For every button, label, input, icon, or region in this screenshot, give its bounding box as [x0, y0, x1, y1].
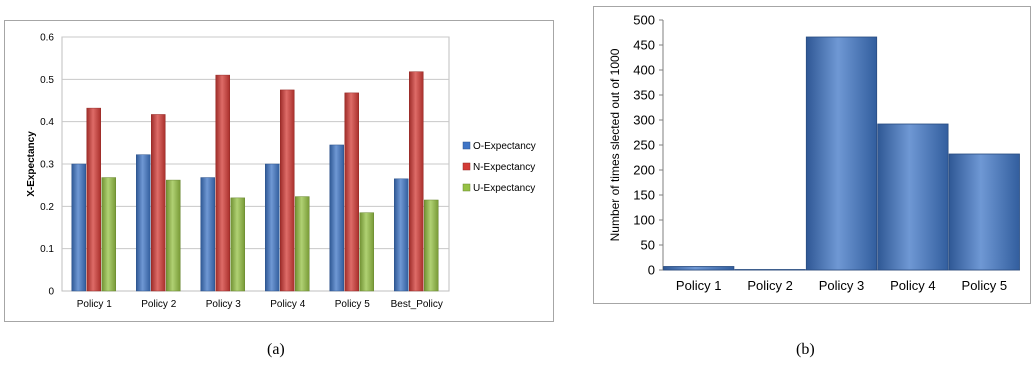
- bar-n-expectancy: [344, 92, 359, 292]
- bar: [877, 123, 949, 271]
- y-tick-label: 0.3: [40, 160, 54, 171]
- caption-a: (a): [267, 341, 285, 358]
- bar-u-expectancy: [230, 197, 245, 292]
- x-tick-label: Policy 2: [141, 299, 176, 310]
- bar: [948, 153, 1020, 271]
- y-tick-label: 0.5: [40, 75, 54, 86]
- bar-o-expectancy: [329, 144, 344, 292]
- x-tick-label: Policy 5: [962, 278, 1008, 293]
- bar-n-expectancy: [280, 89, 295, 292]
- x-tick-label: Policy 3: [206, 299, 241, 310]
- x-tick-label: Policy 1: [77, 299, 112, 310]
- bar-o-expectancy: [265, 163, 280, 292]
- legend-label: O-Expectancy: [473, 141, 536, 152]
- legend-swatch: [462, 183, 471, 192]
- y-tick-label: 50: [641, 238, 655, 253]
- y-tick-label: 0.4: [40, 117, 54, 128]
- bar-u-expectancy: [295, 196, 310, 292]
- x-tick-label: Policy 1: [676, 278, 722, 293]
- bar-o-expectancy: [136, 154, 151, 292]
- x-tick-label: Policy 4: [270, 299, 305, 310]
- legend-swatch: [462, 141, 471, 150]
- bar: [734, 269, 806, 271]
- y-tick-label: 0.2: [40, 202, 54, 213]
- bar-u-expectancy: [101, 177, 116, 292]
- x-tick-label: Policy 5: [335, 299, 370, 310]
- x-tick-label: Policy 3: [819, 278, 865, 293]
- bar-u-expectancy: [424, 199, 439, 292]
- chart-a: 0 0.1 0.2 0.3 0.4 0.5 0.6 X-Expectancy Policy 1 P…: [26, 33, 536, 311]
- chart-b-panel: 0 50 100 150 200 250 300 350 400 450 500 Number of …: [593, 6, 1031, 304]
- y-tick-label: 350: [633, 88, 655, 103]
- bar: [663, 266, 735, 271]
- x-tick-label: Best_Policy: [391, 299, 443, 310]
- y-axis-label: Number of times slected out of 1000: [608, 48, 622, 241]
- caption-b: (b): [796, 341, 815, 358]
- bar-n-expectancy: [151, 114, 166, 292]
- y-tick-label: 200: [633, 163, 655, 178]
- y-tick-label: 250: [633, 138, 655, 153]
- y-tick-label: 0: [48, 287, 54, 298]
- y-tick-label: 450: [633, 38, 655, 53]
- y-tick-label: 300: [633, 113, 655, 128]
- bar-o-expectancy: [71, 163, 86, 292]
- bar: [805, 36, 878, 271]
- bar-n-expectancy: [215, 74, 230, 292]
- x-tick-label: Policy 4: [890, 278, 936, 293]
- y-axis-label: X-Expectancy: [26, 131, 37, 197]
- y-tick-label: 0.6: [40, 33, 54, 44]
- chart-a-panel: 0 0.1 0.2 0.3 0.4 0.5 0.6 X-Expectancy Policy 1 P…: [4, 20, 554, 322]
- legend-swatch: [462, 162, 471, 171]
- legend-label: U-Expectancy: [473, 183, 535, 194]
- bar-n-expectancy: [409, 71, 424, 292]
- bar-u-expectancy: [166, 179, 181, 292]
- bar-n-expectancy: [86, 107, 101, 292]
- y-tick-label: 0.1: [40, 244, 54, 255]
- legend-label: N-Expectancy: [473, 162, 535, 173]
- x-tick-label: Policy 2: [747, 278, 793, 293]
- y-tick-label: 0: [648, 263, 655, 278]
- chart-b: 0 50 100 150 200 250 300 350 400 450 500 Number of …: [608, 13, 1020, 293]
- bar-o-expectancy: [200, 177, 215, 292]
- y-tick-label: 100: [633, 213, 655, 228]
- bar-o-expectancy: [394, 178, 409, 292]
- y-tick-label: 400: [633, 63, 655, 78]
- bar-u-expectancy: [359, 212, 374, 292]
- y-tick-label: 150: [633, 188, 655, 203]
- y-tick-label: 500: [633, 13, 655, 28]
